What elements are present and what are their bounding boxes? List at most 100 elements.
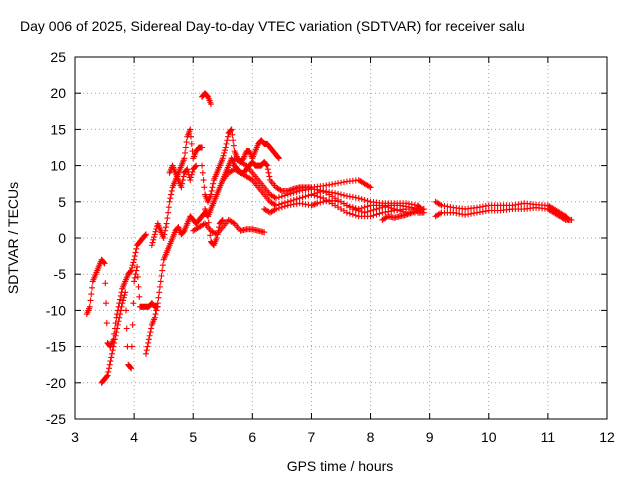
data-point (131, 256, 138, 263)
data-point (151, 231, 158, 238)
data-point (296, 195, 303, 202)
data-point (112, 332, 119, 339)
data-point (151, 314, 158, 321)
data-point (293, 188, 300, 195)
data-point (302, 193, 309, 200)
data-point (121, 292, 128, 299)
data-point (108, 354, 115, 361)
data-point (265, 169, 272, 176)
data-point (129, 262, 136, 269)
data-point (308, 191, 315, 198)
data-point (127, 268, 134, 275)
data-point (187, 177, 194, 184)
data-point (287, 190, 294, 197)
data-point (149, 239, 156, 246)
x-tick-label: 12 (599, 429, 615, 445)
y-tick-label: -25 (46, 411, 66, 427)
data-point (152, 228, 159, 235)
data-point (349, 211, 356, 218)
data-point (103, 320, 110, 327)
data-point (133, 245, 140, 252)
x-axis: 3 4 5 6 7 8 9 10 11 12 (71, 57, 615, 445)
y-tick-label: -20 (46, 375, 66, 391)
data-point (367, 207, 374, 214)
data-point (166, 198, 173, 205)
data-point (370, 212, 377, 219)
x-tick-label: 8 (367, 429, 375, 445)
data-point (355, 207, 362, 214)
data-point (188, 174, 195, 181)
data-point (188, 133, 195, 140)
data-point (158, 273, 165, 280)
x-tick-label: 9 (426, 429, 434, 445)
data-point (148, 325, 155, 332)
data-point (361, 204, 368, 211)
data-point (343, 209, 350, 216)
data-point (361, 196, 368, 203)
data-point (382, 203, 389, 210)
y-axis-label: SDTVAR / TECUs (5, 182, 21, 294)
data-point (352, 206, 359, 213)
data-point (275, 194, 282, 201)
data-point (163, 220, 170, 227)
data-point (179, 180, 186, 187)
data-point (105, 368, 112, 375)
data-point (207, 101, 214, 108)
data-point (335, 190, 342, 197)
data-point (148, 242, 155, 249)
y-axis: 25 20 15 10 5 0 -5 -10 -15 -20 -25 (46, 49, 607, 427)
data-point (165, 209, 172, 216)
data-point (376, 210, 383, 217)
series-trace-l (308, 191, 421, 220)
data-point (116, 314, 123, 321)
data-point (178, 184, 185, 191)
data-point (111, 339, 118, 346)
data-point (193, 162, 200, 169)
series-trace-p (432, 204, 575, 223)
chart-title: Day 006 of 2025, Sidereal Day-to-day VTE… (20, 18, 525, 34)
data-point (179, 177, 186, 184)
data-point (184, 166, 191, 173)
data-points (83, 90, 575, 386)
data-point (156, 283, 163, 290)
data-point (420, 206, 427, 213)
data-point (207, 232, 214, 239)
data-point (100, 259, 107, 266)
data-point (88, 291, 95, 298)
series-trace-n (190, 216, 268, 238)
data-point (134, 263, 141, 270)
data-point (264, 166, 271, 173)
data-point (364, 203, 371, 210)
data-point (142, 350, 149, 357)
data-point (275, 154, 282, 161)
data-point (373, 206, 380, 213)
data-point (156, 289, 163, 296)
data-point (123, 325, 130, 332)
data-point (153, 307, 160, 314)
data-point (117, 296, 124, 303)
x-tick-label: 7 (308, 429, 316, 445)
data-point (132, 249, 139, 256)
data-point (104, 372, 111, 379)
data-point (106, 361, 113, 368)
x-tick-label: 5 (189, 429, 197, 445)
data-point (358, 196, 365, 203)
x-tick-label: 3 (71, 429, 79, 445)
data-point (188, 171, 195, 178)
data-point (346, 210, 353, 217)
data-point (113, 329, 120, 336)
data-point (105, 365, 112, 372)
data-point (221, 149, 228, 156)
data-point (314, 200, 321, 207)
data-point (120, 297, 127, 304)
data-point (107, 358, 114, 365)
data-point (367, 184, 374, 191)
data-point (168, 191, 175, 198)
data-point (189, 168, 196, 175)
x-tick-label: 11 (541, 429, 556, 445)
data-point (151, 234, 158, 241)
data-point (117, 307, 124, 314)
x-axis-label: GPS time / hours (287, 458, 394, 474)
data-point (130, 259, 137, 266)
data-point (162, 224, 169, 231)
